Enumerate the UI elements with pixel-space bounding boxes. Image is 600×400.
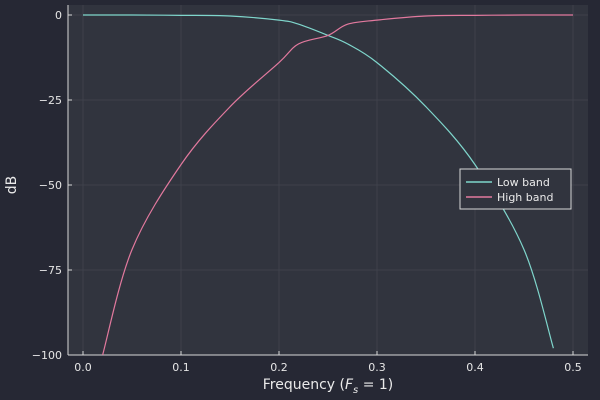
y-axis-label: dB — [4, 176, 20, 195]
x-axis-label-symbol: F — [345, 377, 354, 393]
x-tick-label: 0.2 — [270, 361, 288, 374]
x-tick-label: 0.1 — [172, 361, 190, 374]
y-tick-label: −75 — [39, 264, 62, 277]
y-tick-label: −50 — [39, 179, 62, 192]
y-tick-label: −25 — [39, 94, 62, 107]
y-tick-label: −100 — [32, 349, 62, 362]
x-axis-label: Frequency (Fs = 1) — [263, 377, 394, 396]
x-tick-label: 0.0 — [74, 361, 92, 374]
legend-box — [459, 168, 572, 210]
x-axis-label-prefix: Frequency ( — [263, 377, 345, 393]
legend: Low band High band — [459, 168, 572, 210]
ticks: 0.0 0.1 0.2 0.3 0.4 0.5 0 −25 −50 −75 −100 — [32, 9, 582, 374]
legend-label: Low band — [497, 176, 550, 189]
x-tick-label: 0.4 — [466, 361, 484, 374]
y-tick-label: 0 — [55, 9, 62, 22]
x-tick-label: 0.5 — [564, 361, 582, 374]
legend-label: High band — [497, 191, 553, 204]
axes — [67, 5, 588, 356]
series-line-high-band — [102, 14, 573, 355]
x-axis-label-subscript: s — [353, 385, 358, 396]
x-tick-label: 0.3 — [368, 361, 386, 374]
x-axis-label-suffix: = 1) — [358, 377, 393, 393]
